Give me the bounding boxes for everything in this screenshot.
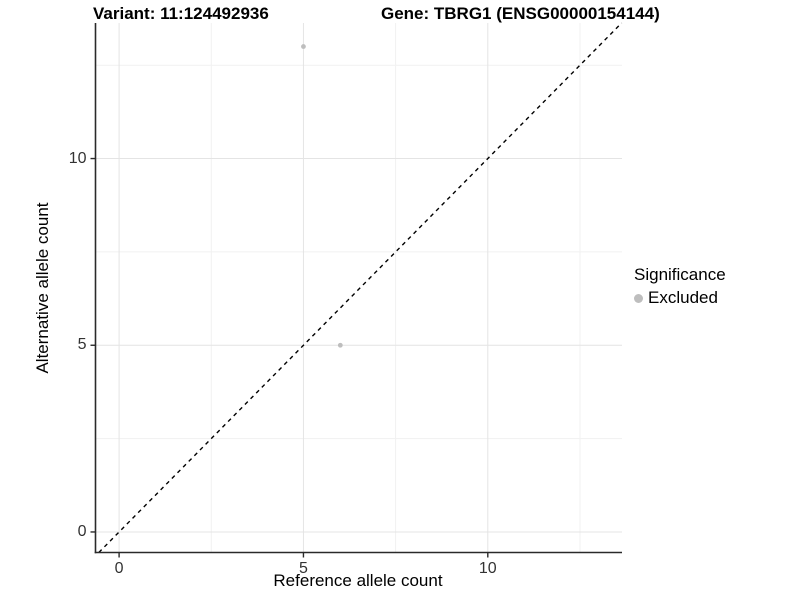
y-tick-label: 5 (77, 336, 87, 354)
variant-title: Variant: 11:124492936 (93, 4, 269, 23)
x-tick-label: 10 (478, 559, 497, 577)
x-tick-label: 0 (114, 559, 124, 577)
y-axis-title: Alternative allele count (33, 202, 52, 374)
x-tick-label: 5 (298, 559, 308, 577)
data-point (301, 44, 306, 49)
y-tick-label: 10 (68, 149, 87, 167)
legend-item-label: Excluded (648, 288, 718, 307)
legend: Significance Excluded (634, 265, 726, 308)
y-tick-label: 0 (77, 522, 87, 540)
legend-title: Significance (634, 265, 726, 284)
gene-title: Gene: TBRG1 (ENSG00000154144) (381, 4, 660, 23)
data-point (337, 342, 343, 348)
x-axis-title: Reference allele count (273, 571, 443, 590)
identity-dashed-line (98, 22, 623, 553)
excluded-point-icon (634, 293, 643, 303)
legend-item-excluded: Excluded (634, 288, 726, 308)
